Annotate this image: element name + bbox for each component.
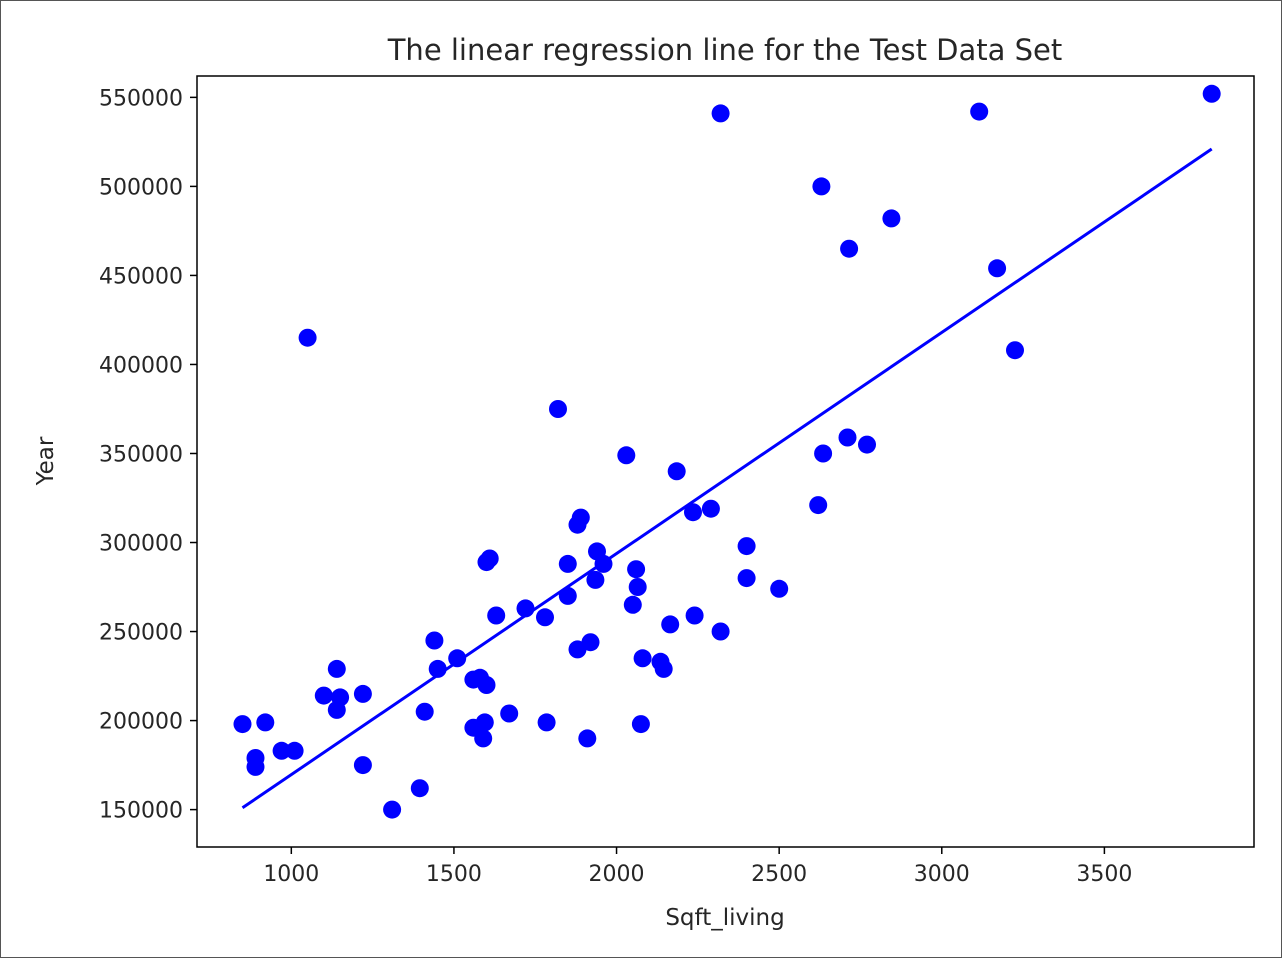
data-point	[809, 496, 828, 515]
data-point	[770, 579, 789, 598]
y-axis-ticks: 150000 200000 250000 300000 350000 400000 4500…	[99, 86, 197, 824]
data-point	[383, 800, 402, 819]
data-point	[353, 756, 372, 775]
y-tick-label: 450000	[99, 264, 183, 289]
x-tick-label: 3000	[914, 862, 970, 887]
data-point	[558, 586, 577, 605]
data-point	[353, 684, 372, 703]
data-point	[711, 622, 730, 641]
data-point	[410, 779, 429, 798]
data-point	[549, 400, 567, 418]
data-point	[627, 560, 646, 579]
data-point	[571, 508, 590, 527]
data-point	[500, 704, 519, 723]
y-axis-label: Year	[33, 436, 59, 486]
data-point	[667, 462, 686, 481]
data-point	[475, 713, 494, 732]
regression-line	[241, 147, 1213, 810]
data-point	[737, 569, 756, 588]
y-tick-label: 500000	[99, 175, 183, 200]
data-point	[477, 676, 496, 694]
data-point	[711, 104, 730, 123]
data-point	[327, 659, 346, 678]
y-tick-label: 250000	[99, 621, 183, 646]
x-axis-label: Sqft_living	[665, 905, 784, 931]
data-point	[487, 606, 506, 625]
data-point	[415, 702, 434, 721]
chart-title: The linear regression line for the Test …	[387, 33, 1063, 67]
data-point	[838, 428, 857, 447]
data-point	[314, 686, 333, 705]
data-point	[737, 537, 756, 556]
y-tick-label: 400000	[99, 353, 183, 378]
data-point	[631, 715, 650, 734]
y-tick-label: 200000	[99, 710, 183, 735]
plot-area	[196, 75, 1255, 848]
y-tick-label: 150000	[99, 799, 183, 824]
data-point	[586, 570, 605, 589]
data-point	[701, 499, 720, 518]
data-point	[882, 209, 901, 228]
data-point	[581, 633, 600, 652]
regression-layer	[241, 147, 1213, 810]
y-tick-label: 350000	[99, 442, 183, 467]
data-point	[331, 688, 350, 707]
data-point	[516, 599, 535, 618]
data-point	[537, 713, 556, 732]
x-tick-label: 1000	[263, 862, 319, 887]
data-point	[428, 659, 447, 678]
data-point	[448, 649, 467, 668]
data-point	[1006, 341, 1024, 360]
data-point	[654, 659, 673, 678]
data-point	[1202, 84, 1221, 103]
x-tick-label: 3500	[1076, 862, 1132, 887]
data-point	[633, 649, 652, 668]
data-point	[558, 554, 577, 573]
y-tick-label: 300000	[99, 532, 183, 557]
data-point	[578, 729, 597, 748]
data-points	[233, 84, 1221, 819]
data-point	[814, 444, 833, 463]
data-point	[536, 608, 554, 627]
data-point	[988, 259, 1007, 278]
data-point	[233, 715, 252, 734]
data-point	[840, 239, 859, 258]
data-point	[970, 102, 989, 121]
data-point	[628, 578, 647, 596]
data-point	[474, 729, 493, 748]
data-point	[617, 446, 636, 465]
x-axis-ticks: 1000 1500 2000 2500 3000 3500	[263, 847, 1132, 887]
data-point	[425, 631, 444, 650]
x-tick-label: 2000	[589, 862, 645, 887]
data-point	[858, 435, 876, 454]
data-point	[812, 177, 831, 196]
x-tick-label: 1500	[426, 862, 482, 887]
data-point	[594, 554, 613, 573]
data-point	[623, 595, 642, 614]
data-point	[685, 606, 704, 625]
data-point	[285, 741, 304, 760]
y-tick-label: 550000	[99, 86, 183, 111]
data-point	[661, 615, 680, 634]
data-point	[298, 328, 317, 347]
data-point	[272, 741, 291, 760]
data-point	[480, 549, 499, 568]
data-point	[246, 757, 265, 776]
data-point	[684, 503, 702, 522]
data-point	[256, 713, 275, 732]
x-tick-label: 2500	[751, 862, 807, 887]
